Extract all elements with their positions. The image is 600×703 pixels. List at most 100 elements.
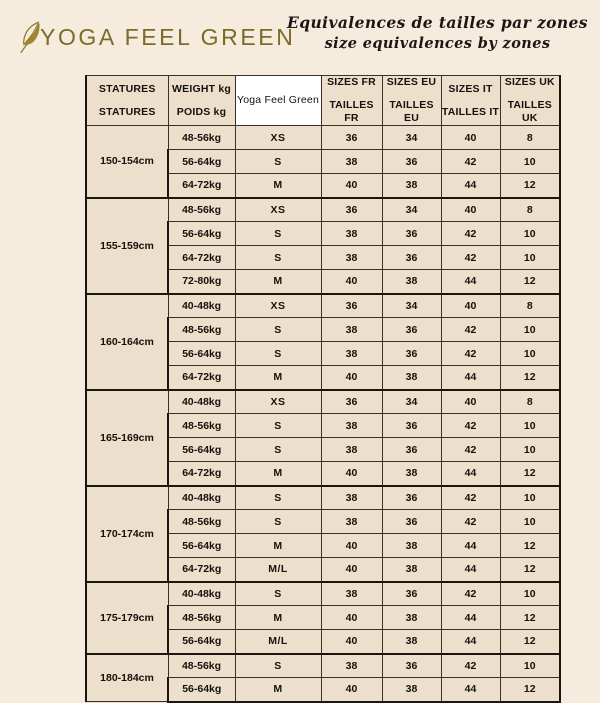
size-fr-cell: 36 [320,125,383,150]
size-fr-cell: 40 [320,605,383,630]
header-sizes-it-bottom: TAILLES IT [441,105,500,118]
table-row: 64-72kg M 40 38 44 12 [86,365,561,390]
size-fr-cell: 40 [320,533,383,558]
size-it-cell: 42 [440,437,501,462]
size-it-cell: 44 [440,629,501,654]
size-uk-cell: 10 [499,149,561,174]
table-row: 56-64kg S 38 36 42 10 [86,437,561,462]
size-fr-cell: 40 [320,557,383,582]
size-eu-cell: 36 [381,341,442,366]
yoga-size-cell: S [234,245,322,270]
yoga-size-cell: M [234,677,322,703]
size-uk-cell: 10 [499,652,561,678]
table-row: 165-169cm 40-48kg XS 36 34 40 8 [85,388,561,486]
size-eu-cell: 34 [381,196,442,222]
size-eu-cell: 36 [381,221,442,246]
header-weight: WEIGHT kg POIDS kg [167,75,236,126]
size-fr-cell: 38 [320,509,383,534]
size-eu-cell: 38 [381,557,442,582]
weight-cell: 56-64kg [167,341,236,366]
header-sizes-fr-bottom: TAILLES FR [329,99,374,124]
size-it-cell: 42 [440,484,501,510]
size-it-cell: 44 [440,365,501,390]
title-line-fr: Equivalences de tailles par zones [287,13,588,32]
size-it-cell: 42 [440,341,501,366]
size-uk-cell: 12 [499,677,561,703]
size-eu-cell: 38 [381,677,442,703]
size-uk-cell: 12 [499,173,561,198]
size-it-cell: 42 [440,221,501,246]
size-fr-cell: 38 [320,317,383,342]
header-yoga-feel-green: Yoga Feel Green [234,75,322,126]
size-uk-cell: 10 [499,221,561,246]
size-fr-cell: 38 [320,245,383,270]
size-it-cell: 42 [440,413,501,438]
table-header: STATURES STATURES WEIGHT kg POIDS kg Yog… [85,75,561,126]
table-row: 48-56kg S 38 36 42 10 [86,413,561,438]
yoga-size-cell: S [234,341,322,366]
size-eu-cell: 38 [381,365,442,390]
weight-cell: 40-48kg [167,580,236,606]
header-sizes-eu-top: SIZES EU [386,76,437,88]
size-uk-cell: 8 [499,125,561,150]
size-eu-cell: 38 [381,629,442,654]
size-fr-cell: 38 [320,221,383,246]
weight-cell: 48-56kg [167,125,236,150]
size-eu-cell: 36 [381,413,442,438]
yoga-size-cell: S [234,149,322,174]
size-uk-cell: 8 [499,292,561,318]
size-fr-cell: 38 [320,652,383,678]
yoga-size-cell: M [234,173,322,198]
weight-cell: 40-48kg [167,388,236,414]
size-it-cell: 42 [440,652,501,678]
yoga-size-cell: M [234,605,322,630]
yoga-size-cell: M/L [234,629,322,654]
stature-cell: 160-164cm [85,292,169,390]
size-eu-cell: 36 [381,484,442,510]
size-eu-cell: 34 [381,388,442,414]
yoga-size-cell: S [234,413,322,438]
size-fr-cell: 40 [320,461,383,486]
size-fr-cell: 38 [320,580,383,606]
header-sizes-fr: SIZES FR TAILLES FR [320,75,383,126]
page-header: YOGA FEEL GREEN Equivalences de tailles … [0,0,600,70]
yoga-size-cell: M [234,269,322,294]
size-it-cell: 40 [440,125,501,150]
table-row: 155-159cm 48-56kg XS 36 34 40 8 [85,196,561,294]
header-sizes-it: SIZES IT TAILLES IT [440,75,501,126]
size-it-cell: 40 [440,196,501,222]
size-it-cell: 44 [440,677,501,703]
size-uk-cell: 12 [499,461,561,486]
yoga-size-cell: S [234,437,322,462]
weight-cell: 48-56kg [167,317,236,342]
size-fr-cell: 38 [320,484,383,510]
yoga-size-cell: S [234,221,322,246]
size-eu-cell: 36 [381,149,442,174]
stature-cell: 165-169cm [85,388,169,486]
size-fr-cell: 40 [320,269,383,294]
size-uk-cell: 10 [499,341,561,366]
size-uk-cell: 12 [499,605,561,630]
weight-cell: 56-64kg [167,533,236,558]
weight-cell: 56-64kg [167,677,236,703]
size-it-cell: 44 [440,533,501,558]
size-fr-cell: 40 [320,677,383,703]
yoga-size-cell: XS [234,125,322,150]
size-uk-cell: 10 [499,484,561,510]
size-it-cell: 42 [440,245,501,270]
size-equivalence-table: STATURES STATURES WEIGHT kg POIDS kg Yog… [85,75,561,703]
title-line-en: size equivalences by zones [324,35,551,52]
size-uk-cell: 10 [499,580,561,606]
size-eu-cell: 36 [381,317,442,342]
header-sizes-uk-bottom: TAILLES UK [507,99,552,124]
size-uk-cell: 10 [499,413,561,438]
header-statures-bottom: STATURES [98,105,156,118]
table-row: 56-64kg S 38 36 42 10 [86,221,561,246]
size-it-cell: 42 [440,580,501,606]
table-row: 175-179cm 40-48kg S 38 36 42 10 [85,580,561,654]
size-it-cell: 44 [440,269,501,294]
size-eu-cell: 38 [381,269,442,294]
size-uk-cell: 12 [499,365,561,390]
size-eu-cell: 38 [381,461,442,486]
stature-cell: 155-159cm [85,196,169,294]
